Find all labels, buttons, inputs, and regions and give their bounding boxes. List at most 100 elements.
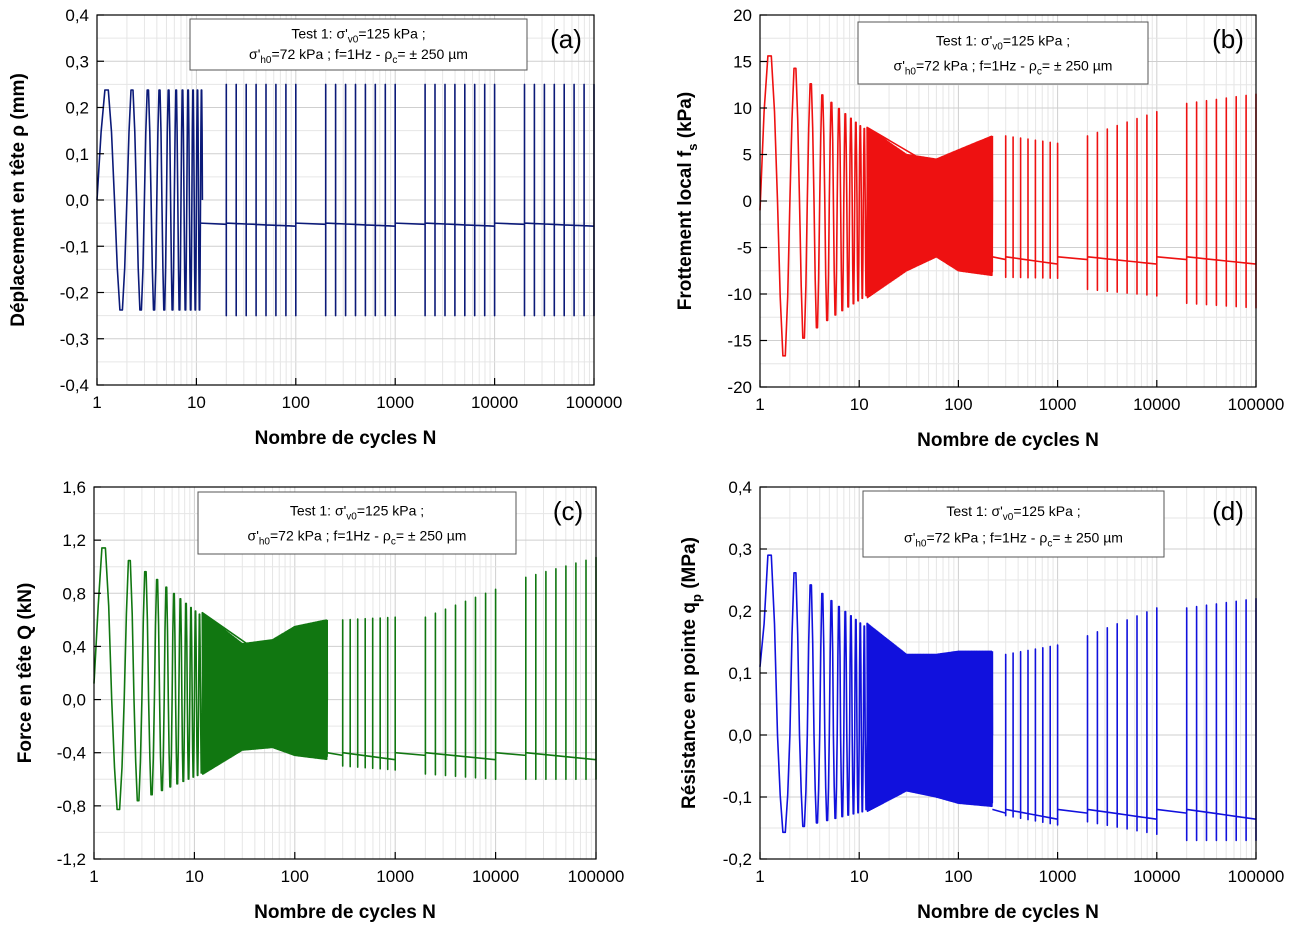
y-tick-label: 0,0 xyxy=(728,726,752,745)
y-tick-label: -0,2 xyxy=(60,284,89,303)
series-segment-0 xyxy=(96,89,204,311)
y-tick-label: -0,2 xyxy=(723,850,752,869)
panel-c-ticks: 1 10 100 1000 10000 100000 1,6 1,2 0,8 0,4 0,0 -0,4… xyxy=(57,478,625,886)
annotation-frame xyxy=(857,21,1149,85)
ylabel-subscript: s xyxy=(685,144,700,151)
ylabel-subscript: p xyxy=(689,594,704,602)
series-segment-0 xyxy=(759,55,994,357)
y-tick-label: 1,2 xyxy=(62,531,86,550)
x-tick-label: 100000 xyxy=(1228,867,1285,886)
panel-c-tag: (c) xyxy=(553,496,583,526)
series-connector xyxy=(495,751,526,757)
x-tick-label: 10000 xyxy=(1133,867,1180,886)
ylabel-text: Frottement local f xyxy=(675,150,696,310)
y-tick-label: 0,4 xyxy=(65,6,89,25)
x-tick-label: 10000 xyxy=(472,867,519,886)
annotation-line-2: σ'h0=72 kPa ; f=1Hz - ρc= ± 250 µm xyxy=(904,529,1123,549)
series-segment-0 xyxy=(93,547,329,811)
annotation-line-1: Test 1: σ'v0=125 kPa ; xyxy=(946,503,1080,523)
annotation-line-2: σ'h0=72 kPa ; f=1Hz - ρc= ± 250 µm xyxy=(249,46,468,66)
y-tick-label: -0,8 xyxy=(57,797,86,816)
panel-c-xlabel: Nombre de cycles N xyxy=(254,902,436,923)
annotation-frame xyxy=(862,490,1165,558)
series-segment-2 xyxy=(1086,110,1158,297)
x-tick-label: 10 xyxy=(850,395,869,414)
panel-d-ticks: 1 10 100 1000 10000 100000 0,4 0,3 0,2 0,1 0,0 -0,1… xyxy=(723,478,1285,886)
y-tick-label: 0,2 xyxy=(728,602,752,621)
x-tick-label: 100 xyxy=(281,867,309,886)
series-segment-3 xyxy=(1185,597,1257,842)
y-tick-label: 0,2 xyxy=(65,99,89,118)
panel-b-ticks: 1 10 100 1000 10000 100000 20 15 10 5 0 -5 -10 -15 -20 xyxy=(727,6,1284,414)
panel-c-plot xyxy=(93,547,597,811)
y-tick-label: 1,6 xyxy=(62,478,86,497)
series-connector xyxy=(1057,256,1088,261)
x-tick-label: 1000 xyxy=(376,393,414,412)
x-tick-label: 10 xyxy=(850,867,869,886)
x-tick-label: 100 xyxy=(944,395,972,414)
series-connector xyxy=(1156,256,1187,261)
panel-d-tag: (d) xyxy=(1212,496,1244,526)
x-tick-label: 10 xyxy=(187,393,206,412)
series-segment-3 xyxy=(525,556,597,781)
panel-d-plot xyxy=(759,554,1257,842)
panel-c-ylabel: Force en tête Q (kN) xyxy=(15,583,36,764)
panel-c-annotation-box: Test 1: σ'v0=125 kPa ; σ'h0=72 kPa ; f=1H… xyxy=(197,491,517,555)
series-segment-2 xyxy=(324,83,396,317)
panel-c: 1 10 100 1000 10000 100000 1,6 1,2 0,8 0,4 0,0 -0,4… xyxy=(15,478,624,923)
y-tick-label: -15 xyxy=(727,332,752,351)
panel-a: 1 10 100 1000 10000 100000 0,4 0,3 0,2 0,1 0,0 -0,1… xyxy=(8,6,622,449)
annotation-line-1: Test 1: σ'v0=125 kPa ; xyxy=(936,33,1070,53)
series-segment-1 xyxy=(1004,644,1059,826)
panel-b: 1 10 100 1000 10000 100000 20 15 10 5 0 -5 -10 -15 -20… xyxy=(675,6,1284,451)
annotation-frame xyxy=(197,491,517,555)
panel-b-xlabel: Nombre de cycles N xyxy=(917,430,1099,451)
series-segment-4 xyxy=(523,83,595,317)
annotation-line-1: Test 1: σ'v0=125 kPa ; xyxy=(290,503,424,523)
y-tick-label: 15 xyxy=(733,53,752,72)
x-tick-label: 100 xyxy=(944,867,972,886)
panel-a-tag: (a) xyxy=(550,24,582,54)
y-tick-label: 0,0 xyxy=(65,191,89,210)
series-segment-2 xyxy=(1086,607,1158,835)
panel-d-xlabel: Nombre de cycles N xyxy=(917,902,1099,923)
panel-a-ticks: 1 10 100 1000 10000 100000 0,4 0,3 0,2 0,1 0,0 -0,1… xyxy=(60,6,623,412)
series-connector xyxy=(395,751,426,757)
y-tick-label: 0,3 xyxy=(728,540,752,559)
series-segment-1 xyxy=(225,83,297,317)
panel-a-annotation-box: Test 1: σ'v0=125 kPa ;σ'h0=72 kPa ; f=1H… xyxy=(189,18,528,71)
x-tick-label: 10000 xyxy=(471,393,518,412)
series-segment-1 xyxy=(341,616,396,771)
x-tick-label: 1000 xyxy=(376,867,414,886)
x-tick-label: 1 xyxy=(89,867,98,886)
x-tick-label: 1 xyxy=(92,393,101,412)
x-tick-label: 1 xyxy=(755,867,764,886)
y-tick-label: 0,1 xyxy=(65,145,89,164)
y-tick-label: -0,1 xyxy=(723,788,752,807)
annotation-line-2: σ'h0=72 kPa ; f=1Hz - ρc= ± 250 µm xyxy=(894,57,1113,77)
series-connector xyxy=(327,751,343,757)
ylabel-text: Résistance en pointe q xyxy=(679,602,700,809)
y-tick-label: -0,3 xyxy=(60,330,89,349)
y-tick-label: 0,1 xyxy=(728,664,752,683)
ylabel-unit: (MPa) xyxy=(679,537,700,594)
x-tick-label: 1 xyxy=(755,395,764,414)
panel-b-tag: (b) xyxy=(1212,24,1244,54)
x-tick-label: 100000 xyxy=(568,867,625,886)
annotation-line-1: Test 1: σ'v0=125 kPa ; xyxy=(291,25,425,45)
y-tick-label: -0,1 xyxy=(60,237,89,256)
y-tick-label: 5 xyxy=(743,146,752,165)
x-tick-label: 10000 xyxy=(1133,395,1180,414)
panel-b-annotation-box: Test 1: σ'v0=125 kPa ; σ'h0=72 kPa ; f=1H… xyxy=(857,21,1149,85)
x-tick-label: 100 xyxy=(282,393,310,412)
y-tick-label: 0,4 xyxy=(62,637,86,656)
x-tick-label: 1000 xyxy=(1039,395,1077,414)
x-tick-label: 1000 xyxy=(1039,867,1077,886)
series-segment-2 xyxy=(424,588,497,781)
series-connector xyxy=(395,222,426,226)
series-connector xyxy=(992,256,1006,261)
y-tick-label: 0,8 xyxy=(62,584,86,603)
panel-b-ylabel: Frottement local fs (kPa) xyxy=(675,92,700,310)
series-segment-1 xyxy=(1004,135,1059,279)
